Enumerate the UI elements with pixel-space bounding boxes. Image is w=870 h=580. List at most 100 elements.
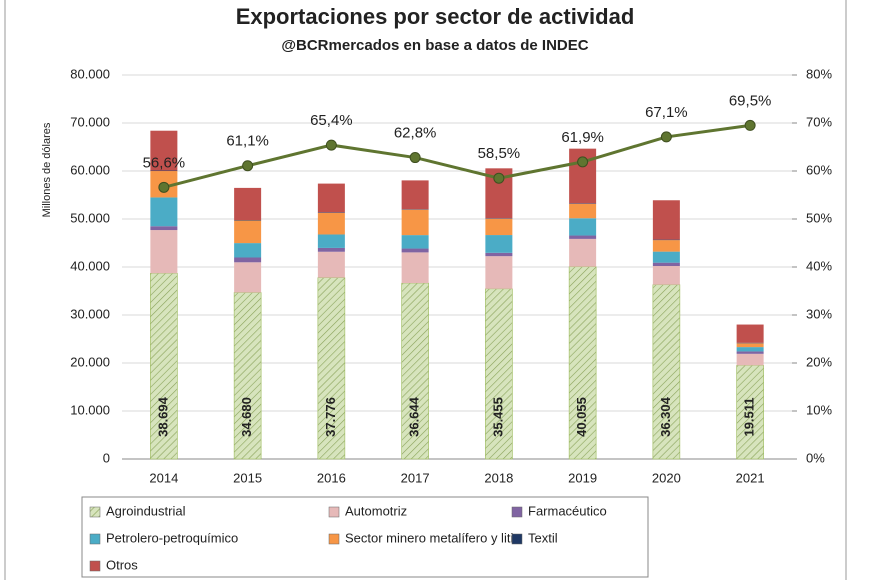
bar-segment <box>485 235 513 253</box>
bar-segment <box>401 235 429 249</box>
data-label: 35.455 <box>490 397 505 437</box>
bar-segment <box>652 200 680 240</box>
bar-segment <box>317 234 345 248</box>
data-label: 36.304 <box>658 396 673 437</box>
bar-segment <box>150 226 178 231</box>
bar-segment <box>568 266 597 460</box>
legend-swatch <box>89 506 101 518</box>
y2-tick-label: 40% <box>806 258 832 273</box>
chart-title: Exportaciones por sector de actividad <box>236 4 635 29</box>
legend-box <box>81 496 649 578</box>
line-label: 69,5% <box>729 92 772 109</box>
legend-swatch <box>89 533 101 545</box>
bar-segment <box>736 347 764 352</box>
y-tick-label: 40.000 <box>70 258 110 273</box>
x-tick-label: 2015 <box>233 470 262 485</box>
y2-tick-label: 0% <box>806 450 825 465</box>
bar-segment <box>736 324 764 343</box>
y-tick-label: 0 <box>103 450 110 465</box>
x-tick-label: 2014 <box>149 470 178 485</box>
x-tick-label: 2018 <box>484 470 513 485</box>
data-label: 19.511 <box>742 397 757 436</box>
legend-label: Automotriz <box>345 503 407 518</box>
bar-segment <box>401 282 429 460</box>
bar-segment <box>485 218 513 236</box>
bar-segment <box>736 351 764 354</box>
x-tick-label: 2021 <box>736 470 765 485</box>
y-tick-label: 50.000 <box>70 210 110 225</box>
line-label: 61,1% <box>226 133 269 150</box>
bar-segment <box>652 262 680 267</box>
bar-segment <box>317 247 345 252</box>
line <box>163 123 751 189</box>
bar-segment <box>652 284 681 460</box>
line-label: 61,9% <box>561 129 604 146</box>
line-marker <box>744 119 756 131</box>
legend-label: Textil <box>528 530 558 545</box>
y2-tick-label: 20% <box>806 354 832 369</box>
y-tick-label: 30.000 <box>70 306 110 321</box>
bar-segment <box>150 197 178 227</box>
legend-swatch <box>89 560 101 572</box>
chart-subtitle: @BCRmercados en base a datos de INDEC <box>281 37 588 54</box>
data-label: 34.680 <box>239 397 254 437</box>
y2-tick-label: 50% <box>806 210 832 225</box>
bar-segment <box>234 220 262 244</box>
bar-segment <box>652 266 680 285</box>
bar-segment <box>234 257 262 263</box>
legend-swatch <box>328 533 340 545</box>
line-marker <box>493 172 505 184</box>
line-marker <box>325 139 337 151</box>
y2-tick-label: 80% <box>806 66 832 81</box>
bar-segment <box>736 343 764 348</box>
bar-segment <box>485 256 513 289</box>
bar-segment <box>401 180 429 210</box>
line-marker <box>158 181 170 193</box>
bar-segment <box>652 251 680 263</box>
bar-segment <box>736 353 764 366</box>
y2-tick-label: 70% <box>806 114 832 129</box>
line-marker <box>242 160 254 172</box>
bar-segment <box>234 243 262 258</box>
bar-segment <box>233 292 262 460</box>
bar-segment <box>401 248 429 253</box>
y-tick-label: 60.000 <box>70 162 110 177</box>
legend-swatch <box>328 506 340 518</box>
legend-swatch <box>511 506 523 518</box>
bar-segment <box>652 240 680 252</box>
legend-label: Sector minero metalífero y litio <box>345 530 521 545</box>
bar-segment <box>569 238 597 267</box>
data-label: 40.055 <box>574 397 589 437</box>
legend-label: Farmacéutico <box>528 503 607 518</box>
bar-segment <box>317 277 346 460</box>
legend-label: Agroindustrial <box>106 503 186 518</box>
bar-segment <box>317 183 345 213</box>
data-label: 37.776 <box>323 397 338 437</box>
bar-segment <box>317 212 345 235</box>
bar-segment <box>150 230 178 274</box>
data-label: 36.644 <box>407 396 422 437</box>
line-marker <box>409 152 421 164</box>
bar-segment <box>485 288 513 460</box>
bar-segment <box>234 262 262 293</box>
line-label: 62,8% <box>394 125 437 142</box>
bar-segment <box>234 187 262 221</box>
y-tick-label: 10.000 <box>70 402 110 417</box>
x-tick-label: 2017 <box>401 470 430 485</box>
line-label: 67,1% <box>645 104 688 121</box>
x-tick-label: 2020 <box>652 470 681 485</box>
data-label: 38.694 <box>155 396 170 437</box>
bar-segment <box>569 203 597 219</box>
x-tick-label: 2016 <box>317 470 346 485</box>
legend-swatch <box>511 533 523 545</box>
bar-segment <box>317 251 345 278</box>
legend-label: Otros <box>106 557 138 572</box>
x-tick-label: 2019 <box>568 470 597 485</box>
legend-label: Petrolero-petroquímico <box>106 530 238 545</box>
bar-segment <box>150 130 178 171</box>
y-axis-title: Millones de dólares <box>41 122 53 217</box>
y2-tick-label: 30% <box>806 306 832 321</box>
bar-segment <box>569 235 597 239</box>
line-label: 58,5% <box>478 145 521 162</box>
